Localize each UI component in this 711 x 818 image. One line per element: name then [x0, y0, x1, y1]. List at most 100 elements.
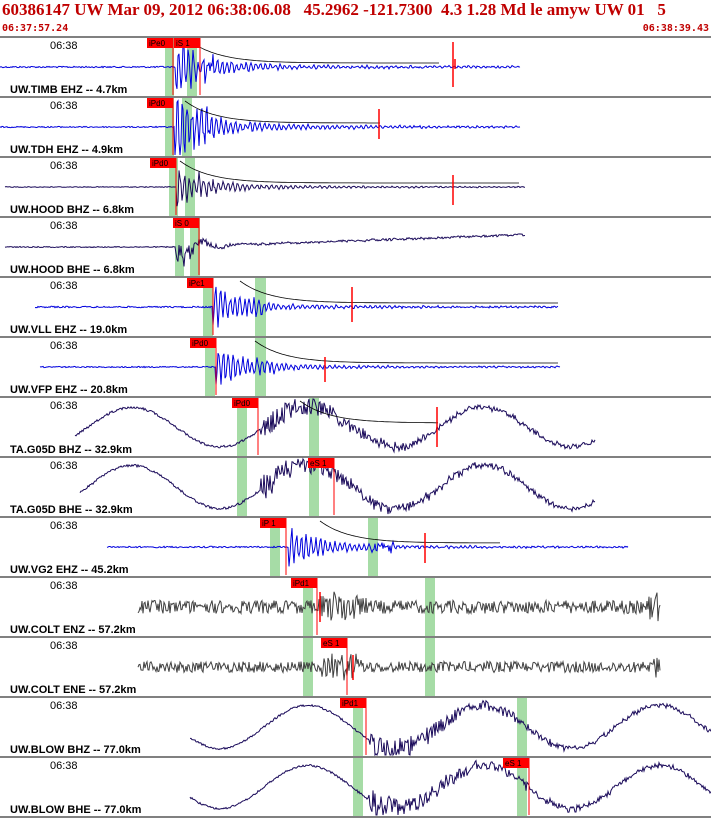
- seismogram-trace-row[interactable]: 06:38 iPd0 UW.HOOD BHZ -- 6.8km: [0, 156, 711, 216]
- trace-time-label: 06:38: [50, 520, 78, 532]
- seismogram-trace-row[interactable]: 06:38 eS 1 TA.G05D BHE -- 32.9km: [0, 456, 711, 516]
- waveform-trace: [190, 699, 711, 757]
- coda-envelope: [184, 100, 380, 124]
- coda-envelope: [299, 400, 438, 424]
- pick-window: [517, 698, 527, 756]
- station-label: UW.VG2 EHZ -- 45.2km: [10, 564, 129, 576]
- pick-label: iPe0: [149, 39, 166, 48]
- pick-tag[interactable]: [187, 278, 213, 288]
- seismogram-trace-row[interactable]: 06:38 iS 0 UW.HOOD BHE -- 6.8km: [0, 216, 711, 276]
- pick-label: iPd0: [234, 399, 251, 408]
- trace-time-label: 06:38: [50, 160, 78, 172]
- trace-time-label: 06:38: [50, 220, 78, 232]
- pick-tag[interactable]: [173, 218, 199, 228]
- pick-label: iP 1: [262, 519, 276, 528]
- coda-envelope: [239, 280, 558, 304]
- waveform-trace: [0, 43, 521, 90]
- waveform-trace: [4, 233, 526, 267]
- trace-time-label: 06:38: [50, 280, 78, 292]
- waveform-trace: [4, 170, 525, 207]
- pick-label: iPd1: [293, 579, 310, 588]
- seismogram-trace-row[interactable]: 06:38 eS 1 UW.BLOW BHE -- 77.0km: [0, 756, 711, 816]
- pick-label: iPd0: [152, 159, 169, 168]
- seismogram-trace-row[interactable]: 06:38 iPd1 UW.BLOW BHZ -- 77.0km: [0, 696, 711, 757]
- pick-tag[interactable]: [190, 338, 216, 348]
- waveform-trace: [39, 353, 561, 386]
- pick-window: [237, 398, 247, 456]
- coda-envelope: [319, 520, 500, 544]
- station-label: UW.VFP EHZ -- 20.8km: [10, 384, 128, 396]
- pick-tag[interactable]: [147, 98, 173, 108]
- window-start-time: 06:37:57.24: [2, 23, 69, 34]
- waveform-trace: [106, 528, 629, 567]
- coda-envelope: [179, 160, 519, 184]
- pick-label: eS 1: [323, 639, 340, 648]
- pick-label: iPd1: [342, 699, 359, 708]
- pick-window: [517, 758, 527, 816]
- trace-time-label: 06:38: [50, 460, 78, 472]
- pick-window: [309, 398, 319, 456]
- pick-window: [182, 98, 192, 156]
- station-label: TA.G05D BHE -- 32.9km: [10, 504, 133, 516]
- pick-label: iS 1: [176, 39, 190, 48]
- trace-time-label: 06:38: [50, 400, 78, 412]
- pick-tag[interactable]: [147, 38, 173, 48]
- pick-window: [309, 458, 319, 516]
- station-label: UW.BLOW BHZ -- 77.0km: [10, 744, 141, 756]
- pick-window: [353, 758, 363, 816]
- pick-tag[interactable]: [321, 638, 347, 648]
- pick-tag[interactable]: [150, 158, 176, 168]
- seismogram-trace-row[interactable]: 06:38 eS 1 UW.COLT ENE -- 57.2km: [0, 636, 711, 696]
- pick-label: eS 1: [505, 759, 522, 768]
- station-label: UW.COLT ENZ -- 57.2km: [10, 624, 136, 636]
- pick-tag[interactable]: [291, 578, 317, 588]
- trace-time-label: 06:38: [50, 760, 78, 772]
- seismogram-trace-row[interactable]: 06:38 iPd0 TA.G05D BHZ -- 32.9km: [0, 396, 711, 456]
- waveform-trace: [34, 286, 559, 328]
- pick-tag[interactable]: [232, 398, 258, 408]
- seismogram-trace-row[interactable]: 06:38 iPd0 UW.VFP EHZ -- 20.8km: [0, 336, 711, 396]
- pick-tag[interactable]: [308, 458, 334, 468]
- station-label: UW.VLL EHZ -- 19.0km: [10, 324, 127, 336]
- waveform-trace: [74, 398, 596, 454]
- trace-time-label: 06:38: [50, 100, 78, 112]
- station-label: UW.HOOD BHZ -- 6.8km: [10, 204, 134, 216]
- trace-time-label: 06:38: [50, 40, 78, 52]
- pick-tag[interactable]: [503, 758, 529, 768]
- waveform-trace: [189, 759, 711, 816]
- coda-envelope: [254, 340, 558, 364]
- pick-label: iPc1: [189, 279, 205, 288]
- seismogram-trace-row[interactable]: 06:38 iPc1 UW.VLL EHZ -- 19.0km: [0, 276, 711, 336]
- coda-envelope: [189, 40, 439, 64]
- seismogram-trace-row[interactable]: 06:38 iP 1 UW.VG2 EHZ -- 45.2km: [0, 516, 711, 576]
- waveform-trace: [79, 457, 596, 515]
- pick-window: [237, 458, 247, 516]
- station-label: UW.BLOW BHE -- 77.0km: [10, 804, 142, 816]
- event-header-title: 60386147 UW Mar 09, 2012 06:38:06.08 45.…: [2, 0, 666, 19]
- waveform-trace: [0, 99, 521, 156]
- pick-label: iPd0: [192, 339, 209, 348]
- waveform-trace: [137, 653, 661, 681]
- pick-tag[interactable]: [340, 698, 366, 708]
- pick-window: [353, 698, 363, 756]
- pick-tag[interactable]: [260, 518, 286, 528]
- pick-tag[interactable]: [174, 38, 200, 48]
- seismogram-trace-row[interactable]: 06:38 iPd0 UW.TDH EHZ -- 4.9km: [0, 96, 711, 156]
- station-label: UW.TIMB EHZ -- 4.7km: [10, 84, 128, 96]
- station-label: UW.HOOD BHE -- 6.8km: [10, 264, 135, 276]
- waveform-trace: [137, 591, 661, 622]
- pick-label: iPd0: [149, 99, 166, 108]
- seismogram-panel[interactable]: 06:38 iPe0 iS 1 UW.TIMB EHZ -- 4.7km 06:38 iP…: [0, 35, 711, 818]
- pick-window: [190, 218, 200, 276]
- trace-time-label: 06:38: [50, 640, 78, 652]
- trace-time-label: 06:38: [50, 580, 78, 592]
- trace-time-label: 06:38: [50, 340, 78, 352]
- pick-label: iS 0: [175, 219, 189, 228]
- seismogram-trace-row[interactable]: 06:38 iPd1 UW.COLT ENZ -- 57.2km: [0, 576, 711, 636]
- station-label: UW.COLT ENE -- 57.2km: [10, 684, 137, 696]
- trace-time-label: 06:38: [50, 700, 78, 712]
- window-end-time: 06:38:39.43: [642, 23, 709, 34]
- station-label: TA.G05D BHZ -- 32.9km: [10, 444, 132, 456]
- seismogram-trace-row[interactable]: 06:38 iPe0 iS 1 UW.TIMB EHZ -- 4.7km: [0, 36, 711, 96]
- station-label: UW.TDH EHZ -- 4.9km: [10, 144, 123, 156]
